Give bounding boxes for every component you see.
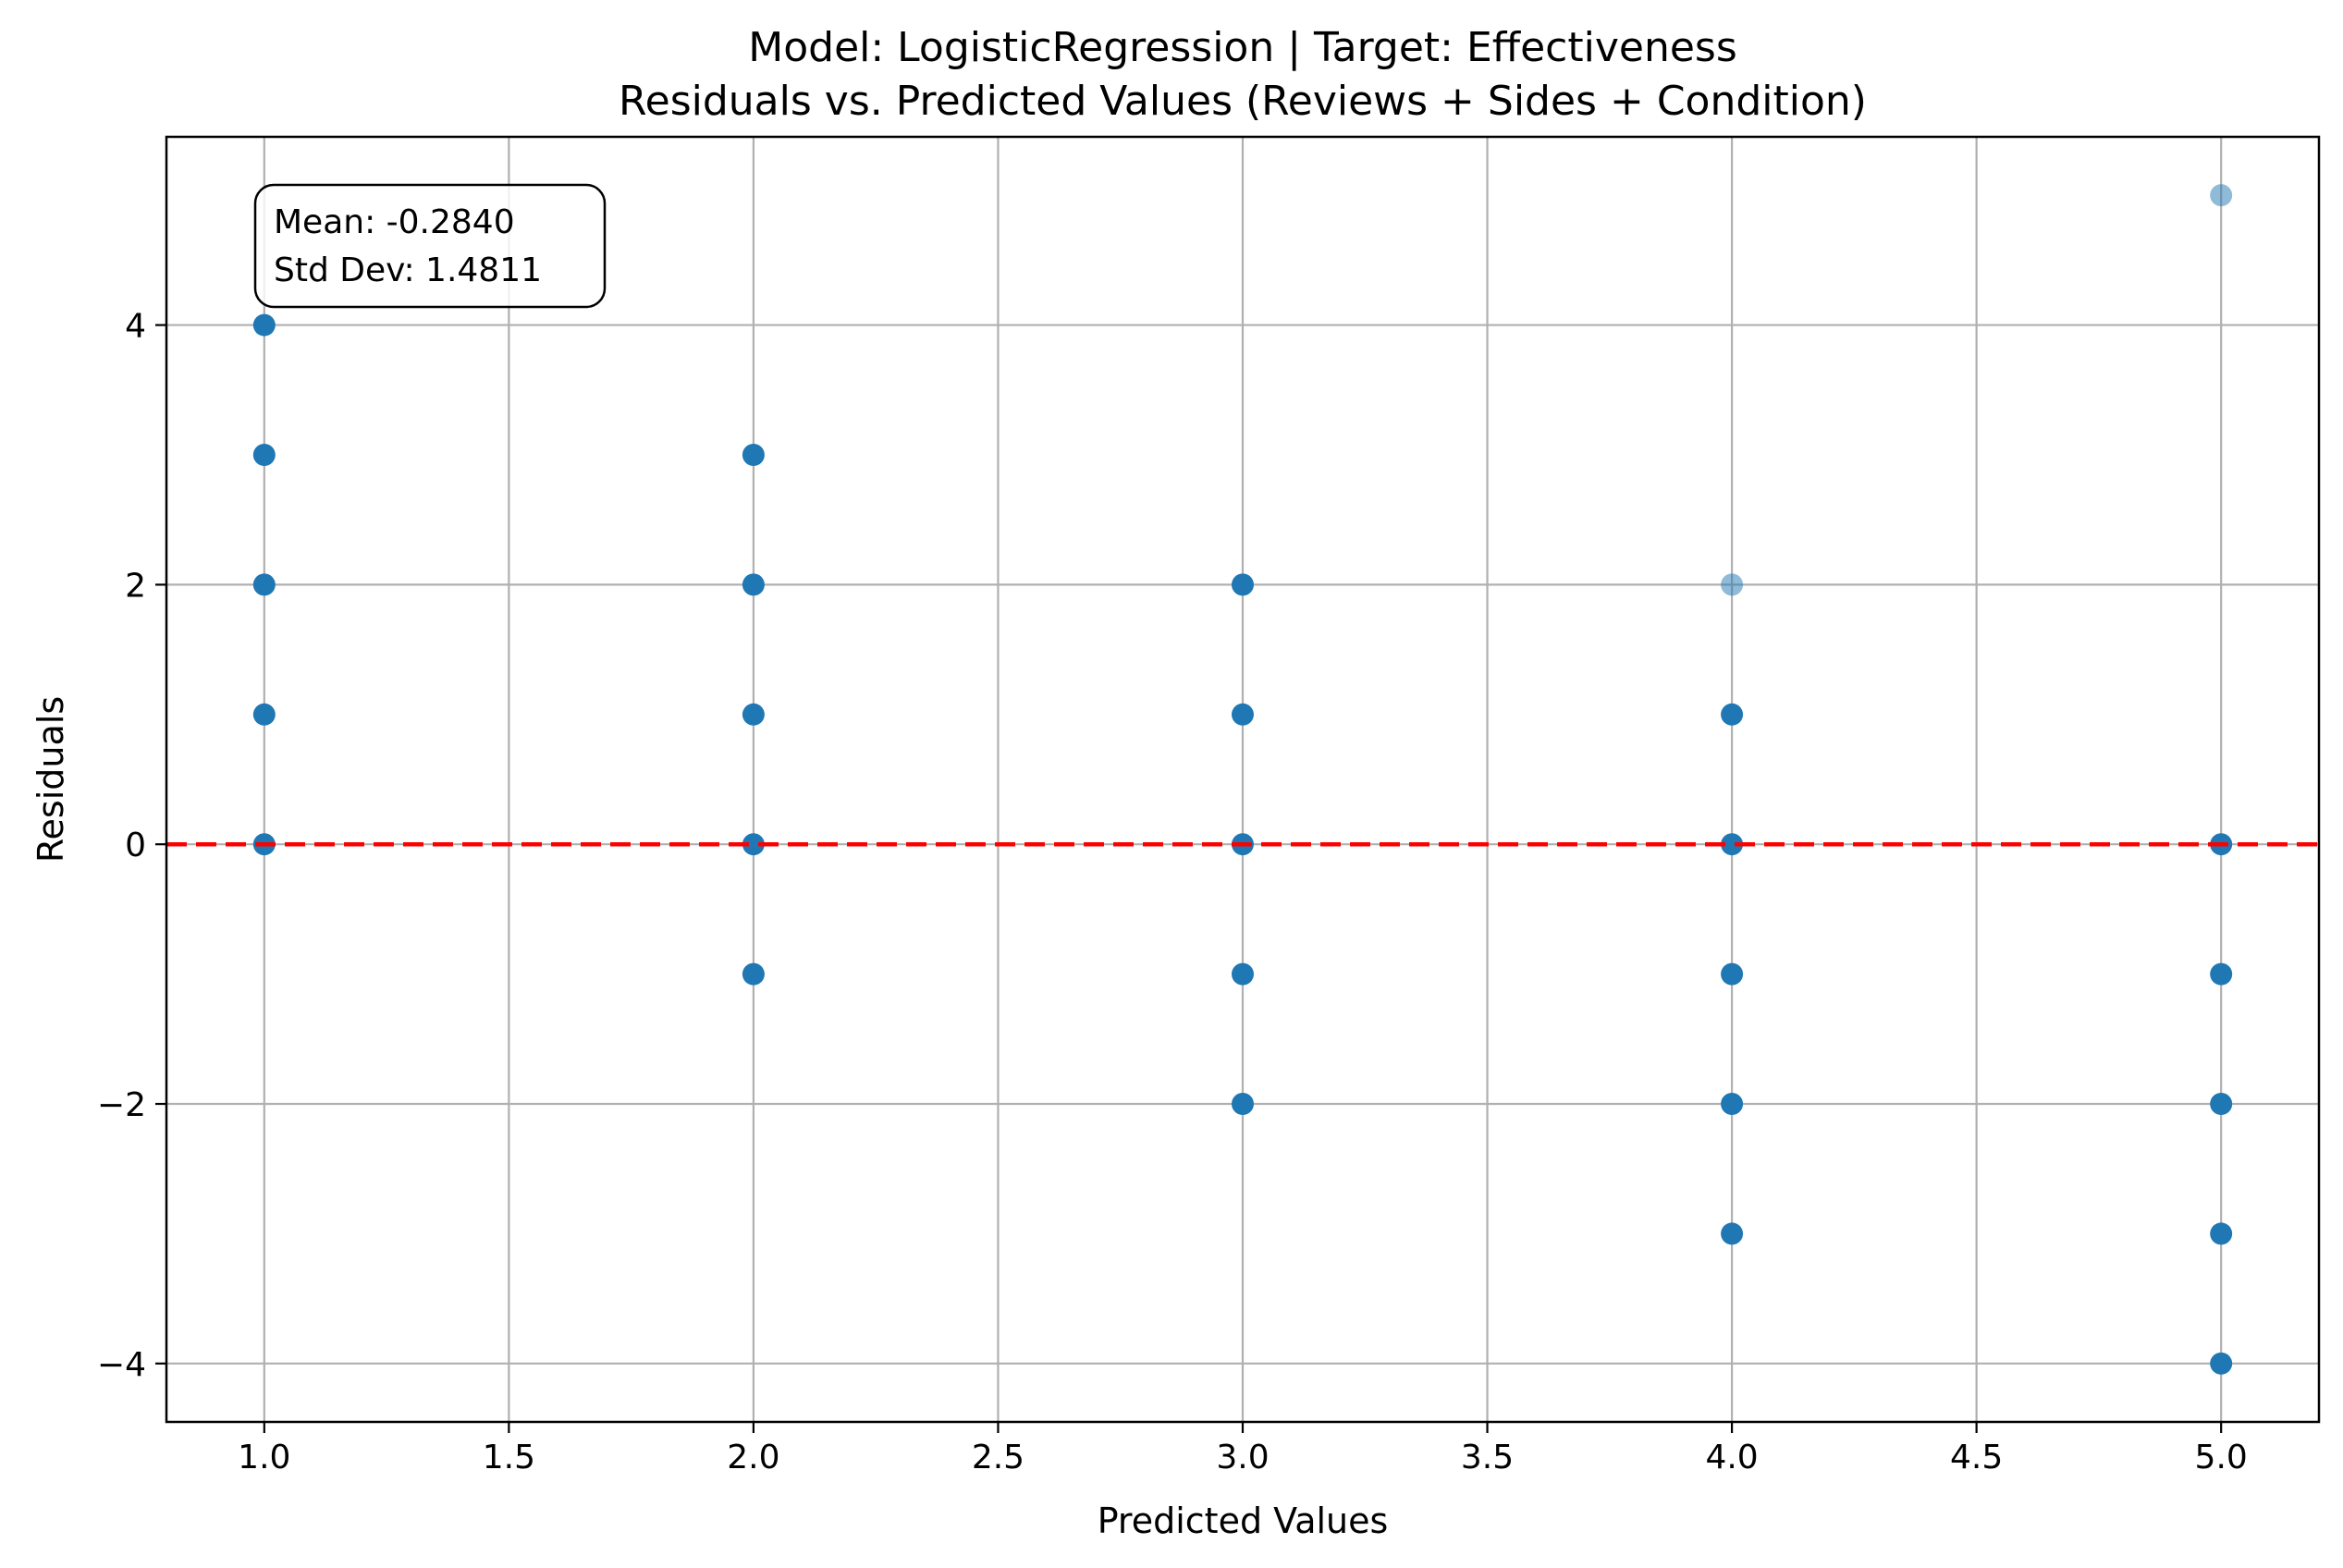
annotation-frame xyxy=(253,183,607,309)
x-tick-label: 3.5 xyxy=(1461,1439,1514,1476)
data-point xyxy=(1721,703,1744,726)
x-tick-label: 3.0 xyxy=(1216,1439,1269,1476)
x-tick-label: 2.5 xyxy=(972,1439,1024,1476)
x-axis-label: Predicted Values xyxy=(1098,1501,1389,1541)
y-tick-label: 4 xyxy=(125,308,146,346)
data-point xyxy=(1721,1222,1744,1245)
data-point xyxy=(1232,962,1254,986)
chart-title: Model: LogisticRegression | Target: Effe… xyxy=(748,24,1737,71)
x-tick-label: 4.0 xyxy=(1705,1439,1758,1476)
x-axis-ticks: 1.0 1.5 2.0 2.5 3.0 3.5 4.0 4.5 5.0 xyxy=(238,1422,2248,1476)
data-point xyxy=(252,313,276,337)
data-point xyxy=(1721,833,1744,856)
x-tick-label: 1.0 xyxy=(238,1439,290,1476)
data-point xyxy=(2210,1222,2233,1245)
annotation-std-dev: Std Dev: 1.4811 xyxy=(274,251,542,289)
x-tick-label: 1.5 xyxy=(483,1439,535,1476)
y-axis-ticks: −4 −2 0 2 4 xyxy=(97,308,166,1384)
data-point xyxy=(2210,1352,2233,1375)
data-point xyxy=(252,573,276,596)
chart-subtitle: Residuals vs. Predicted Values (Reviews … xyxy=(619,78,1867,125)
data-point xyxy=(1721,1093,1744,1116)
data-point xyxy=(2210,1093,2233,1116)
data-point xyxy=(742,962,765,986)
data-point xyxy=(1721,573,1744,596)
plot-area: 1.0 1.5 2.0 2.5 3.0 3.5 4.0 4.5 5.0 −4 −2 0 2 4 xyxy=(97,135,2321,1476)
data-point xyxy=(252,443,276,466)
data-point xyxy=(742,443,765,466)
y-tick-label: −2 xyxy=(97,1086,146,1124)
y-tick-label: 0 xyxy=(125,827,146,864)
annotation-mean: Mean: -0.2840 xyxy=(274,203,515,241)
data-point xyxy=(1232,573,1254,596)
data-points xyxy=(252,184,2233,1375)
data-point xyxy=(742,703,765,726)
data-point xyxy=(2210,184,2233,207)
y-axis-label: Residuals xyxy=(31,696,71,863)
data-point xyxy=(1721,962,1744,986)
data-point xyxy=(1232,703,1254,726)
y-tick-label: −4 xyxy=(97,1346,146,1384)
data-point xyxy=(1232,1093,1254,1116)
data-point xyxy=(2210,962,2233,986)
data-point xyxy=(742,573,765,596)
data-point xyxy=(252,703,276,726)
y-tick-label: 2 xyxy=(125,567,146,605)
x-tick-label: 2.0 xyxy=(727,1439,779,1476)
x-tick-label: 5.0 xyxy=(2195,1439,2248,1476)
data-point xyxy=(742,833,765,856)
stats-annotation-box: Mean: -0.2840 Std Dev: 1.4811 xyxy=(253,183,607,309)
x-tick-label: 4.5 xyxy=(1950,1439,2003,1476)
